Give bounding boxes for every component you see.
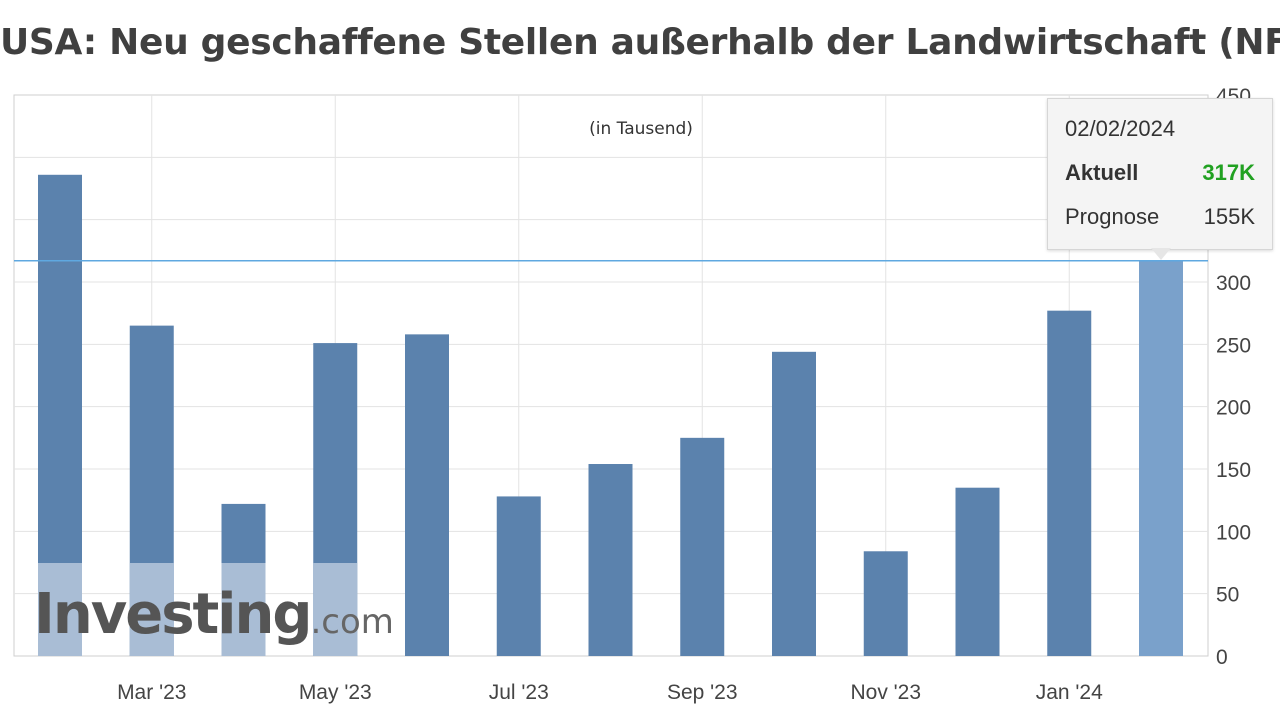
tooltip-forecast-label: Prognose xyxy=(1065,204,1160,229)
bar xyxy=(863,551,908,656)
bar xyxy=(405,334,449,656)
data-tooltip: 02/02/2024 Aktuell 317K Prognose 155K xyxy=(1047,98,1273,260)
bar xyxy=(1047,310,1092,656)
y-tick-label: 300 xyxy=(1216,272,1251,295)
tooltip-actual-label: Aktuell xyxy=(1065,160,1139,185)
x-axis-ticks: Mar '23 May '23 Jul '23 Sep '23 Nov '23 Jan '… xyxy=(117,681,1103,704)
bars xyxy=(38,174,1183,656)
bar xyxy=(588,464,633,656)
x-tick-label: Sep '23 xyxy=(667,681,738,704)
tooltip-forecast-value: 155K xyxy=(1203,204,1255,229)
watermark-suffix: .com xyxy=(310,602,393,642)
tooltip-pointer xyxy=(1151,248,1171,260)
bar-watermark-overlay xyxy=(221,563,266,656)
y-tick-label: 50 xyxy=(1216,584,1239,607)
bar xyxy=(772,351,816,656)
bar-highlighted xyxy=(1139,260,1183,656)
chart-title: USA: Neu geschaffene Stellen außerhalb d… xyxy=(0,22,1280,63)
y-tick-label: 250 xyxy=(1216,334,1251,357)
x-tick-label: Jan '24 xyxy=(1036,681,1103,704)
chart-subtitle: (in Tausend) xyxy=(589,119,693,139)
y-tick-label: 200 xyxy=(1216,397,1251,420)
bar xyxy=(496,496,541,656)
watermark-brand: Investing xyxy=(34,582,310,647)
y-tick-label: 150 xyxy=(1216,459,1251,482)
bar xyxy=(680,437,725,656)
bar-watermark-overlay xyxy=(313,563,358,656)
svg-text:Investing.com: Investing.com xyxy=(34,582,394,647)
bar xyxy=(955,487,1000,656)
y-tick-label: 0 xyxy=(1216,646,1228,669)
bar-watermark-overlay xyxy=(38,563,82,656)
x-tick-label: Jul '23 xyxy=(489,681,549,704)
x-tick-label: Nov '23 xyxy=(850,681,921,704)
x-tick-label: May '23 xyxy=(299,681,372,704)
tooltip-actual-value: 317K xyxy=(1202,160,1255,185)
x-tick-label: Mar '23 xyxy=(117,681,186,704)
investing-watermark: Investing.com xyxy=(34,563,394,656)
tooltip-date: 02/02/2024 xyxy=(1065,116,1176,141)
tooltip-box xyxy=(1047,98,1273,250)
bar-watermark-overlay xyxy=(129,563,174,656)
y-tick-label: 100 xyxy=(1216,521,1251,544)
